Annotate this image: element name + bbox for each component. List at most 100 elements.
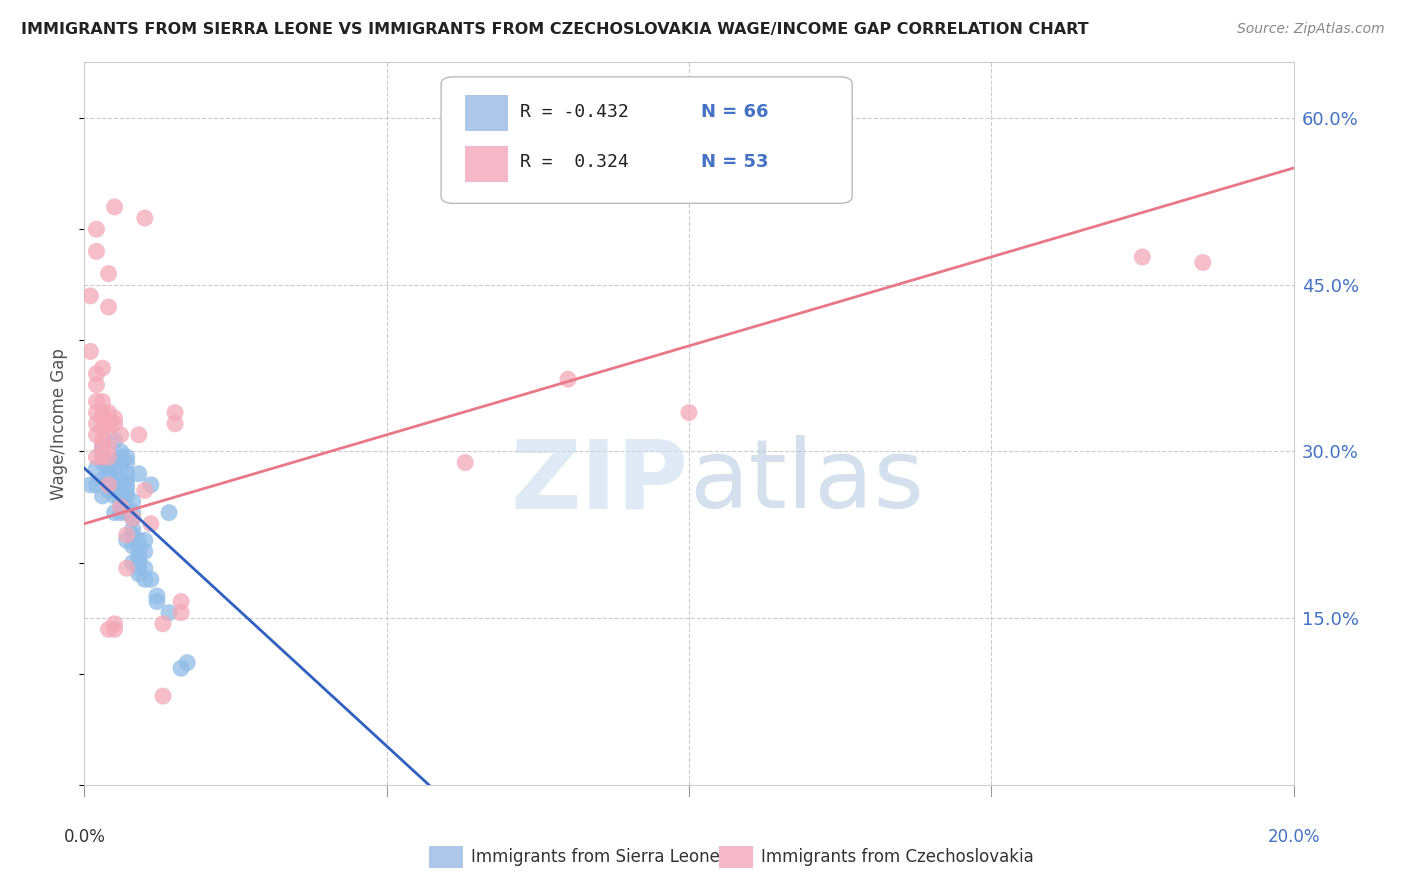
Point bbox=[121, 506, 143, 520]
Point bbox=[157, 506, 180, 520]
Point bbox=[170, 594, 193, 608]
Point bbox=[176, 656, 198, 670]
Point bbox=[97, 417, 120, 431]
Point bbox=[104, 200, 127, 214]
Point bbox=[91, 439, 114, 453]
Text: Immigrants from Sierra Leone: Immigrants from Sierra Leone bbox=[471, 848, 720, 866]
Bar bbox=[429, 847, 463, 868]
Point bbox=[110, 489, 132, 503]
Point bbox=[115, 483, 138, 498]
Point bbox=[170, 661, 193, 675]
Point bbox=[115, 489, 138, 503]
Point bbox=[134, 561, 156, 575]
Point bbox=[97, 461, 120, 475]
Text: ZIP: ZIP bbox=[510, 435, 689, 528]
Point bbox=[110, 500, 132, 514]
Point bbox=[134, 572, 156, 586]
Point bbox=[91, 489, 114, 503]
Point bbox=[86, 450, 108, 464]
Point bbox=[115, 472, 138, 486]
Point bbox=[115, 533, 138, 548]
Text: R = -0.432: R = -0.432 bbox=[520, 103, 628, 120]
Point bbox=[110, 506, 132, 520]
Point bbox=[104, 472, 127, 486]
Point bbox=[86, 367, 108, 381]
Point bbox=[134, 483, 156, 498]
Point bbox=[134, 533, 156, 548]
Bar bbox=[465, 95, 508, 131]
Text: R =  0.324: R = 0.324 bbox=[520, 153, 628, 171]
Point bbox=[104, 489, 127, 503]
Point bbox=[91, 411, 114, 425]
Point bbox=[104, 456, 127, 470]
Point bbox=[97, 472, 120, 486]
Point bbox=[91, 439, 114, 453]
Point bbox=[91, 456, 114, 470]
Point bbox=[165, 406, 187, 420]
Point bbox=[110, 494, 132, 508]
Point bbox=[121, 511, 143, 525]
Point bbox=[146, 594, 169, 608]
Point bbox=[97, 478, 120, 492]
Point bbox=[91, 406, 114, 420]
Point bbox=[110, 427, 132, 442]
Text: 0.0%: 0.0% bbox=[63, 829, 105, 847]
Text: Immigrants from Czechoslovakia: Immigrants from Czechoslovakia bbox=[762, 848, 1035, 866]
Point bbox=[91, 361, 114, 376]
Point bbox=[104, 483, 127, 498]
Point bbox=[86, 222, 108, 236]
Point bbox=[110, 483, 132, 498]
Point bbox=[79, 289, 101, 303]
Point bbox=[1130, 250, 1153, 264]
Point bbox=[97, 456, 120, 470]
Point bbox=[86, 417, 108, 431]
Point bbox=[86, 478, 108, 492]
Point bbox=[157, 606, 180, 620]
Point bbox=[115, 478, 138, 492]
Point bbox=[128, 544, 150, 558]
Point bbox=[86, 394, 108, 409]
Point bbox=[134, 544, 156, 558]
Point bbox=[104, 417, 127, 431]
Text: atlas: atlas bbox=[689, 435, 924, 528]
Point bbox=[115, 467, 138, 481]
Point bbox=[91, 472, 114, 486]
Point bbox=[97, 450, 120, 464]
Point bbox=[91, 422, 114, 436]
Point bbox=[86, 377, 108, 392]
Point bbox=[97, 300, 120, 314]
Point bbox=[104, 623, 127, 637]
Point bbox=[1192, 255, 1215, 269]
Point bbox=[165, 417, 187, 431]
FancyBboxPatch shape bbox=[441, 77, 852, 203]
Point bbox=[152, 689, 174, 703]
Point bbox=[128, 533, 150, 548]
Point bbox=[86, 406, 108, 420]
Point bbox=[91, 434, 114, 448]
Point bbox=[104, 616, 127, 631]
Point bbox=[146, 589, 169, 603]
Point bbox=[121, 528, 143, 542]
Point bbox=[97, 623, 120, 637]
Point bbox=[97, 422, 120, 436]
Point bbox=[86, 461, 108, 475]
Point bbox=[128, 556, 150, 570]
Point bbox=[110, 478, 132, 492]
Point bbox=[104, 467, 127, 481]
Point bbox=[91, 394, 114, 409]
Point bbox=[104, 506, 127, 520]
Point bbox=[121, 522, 143, 536]
Point bbox=[678, 406, 700, 420]
Point bbox=[115, 456, 138, 470]
Point bbox=[91, 450, 114, 464]
Point bbox=[104, 478, 127, 492]
Point bbox=[152, 616, 174, 631]
Point bbox=[115, 561, 138, 575]
Point bbox=[110, 456, 132, 470]
Point bbox=[97, 467, 120, 481]
Text: 20.0%: 20.0% bbox=[1267, 829, 1320, 847]
Point bbox=[115, 528, 138, 542]
Point bbox=[115, 506, 138, 520]
Point bbox=[454, 456, 477, 470]
Point bbox=[97, 439, 120, 453]
